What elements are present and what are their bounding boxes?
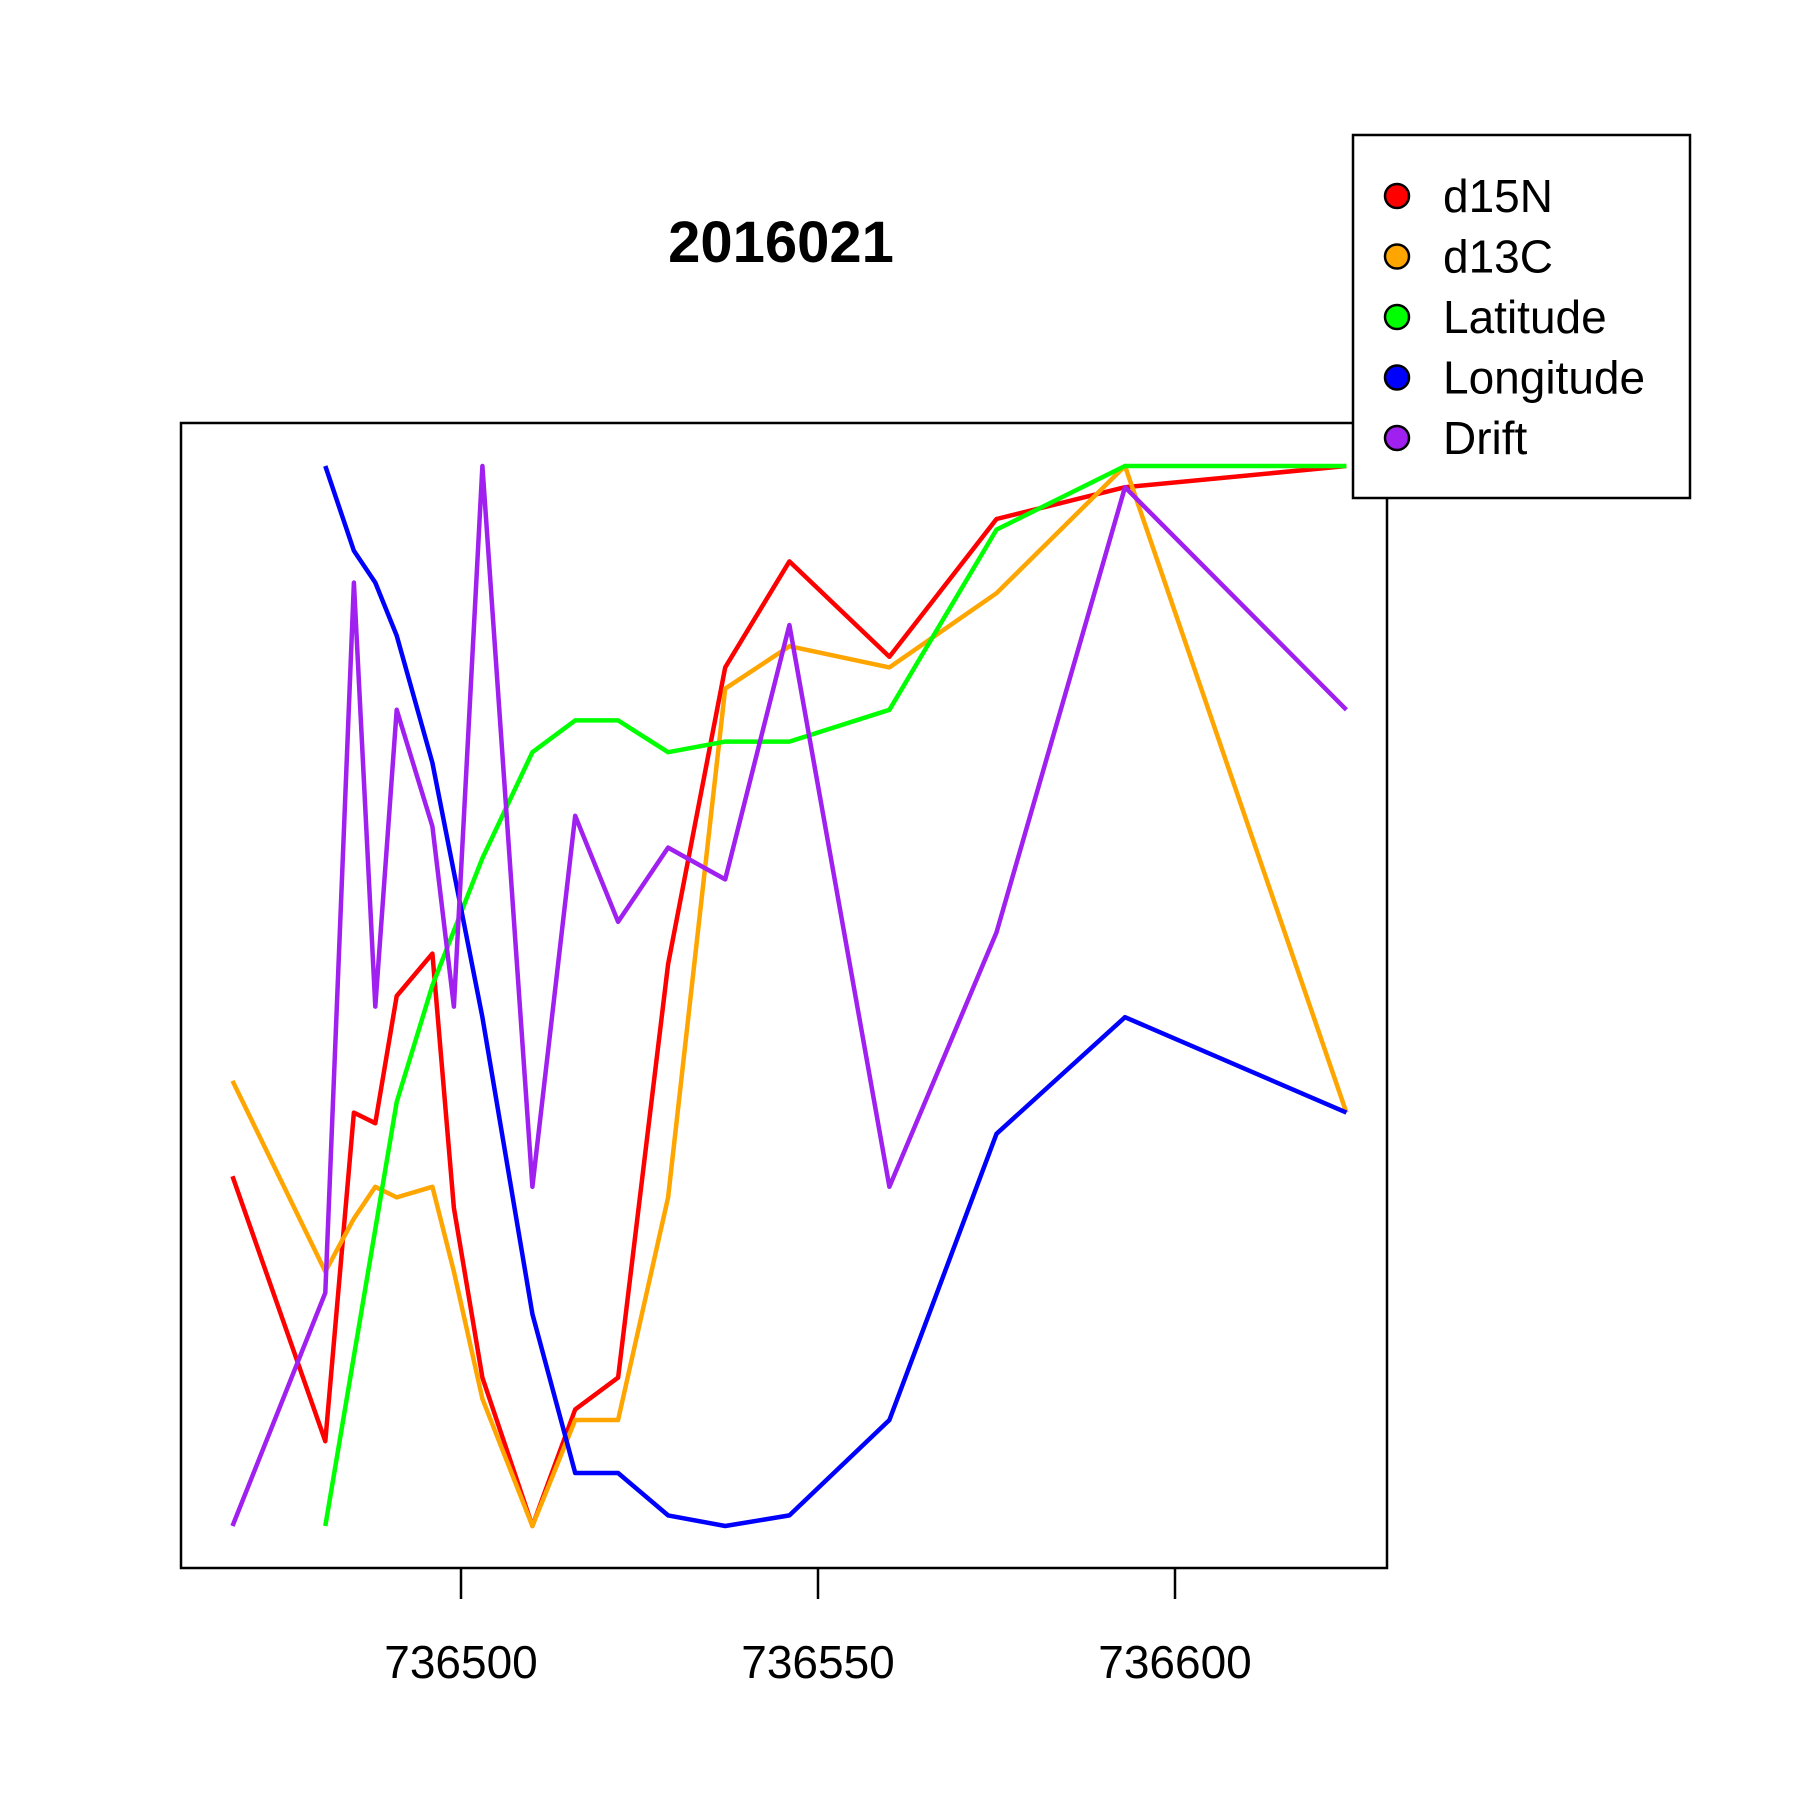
x-tick-label: 736600 (1098, 1636, 1252, 1688)
legend-marker (1383, 364, 1411, 391)
legend-marker (1383, 243, 1411, 270)
x-tick-label: 736550 (741, 1636, 895, 1688)
series-line-d13c (230, 463, 1349, 1529)
legend-item-longitude: Longitude (1383, 352, 1645, 404)
legend-item-d13c: d13C (1383, 231, 1553, 283)
legend-item-latitude: Latitude (1383, 291, 1607, 343)
legend-label: Longitude (1443, 352, 1645, 404)
legend-marker (1383, 424, 1411, 452)
legend-marker (1383, 303, 1411, 331)
legend-label: Drift (1443, 412, 1528, 464)
chart-title: 2016021 (668, 210, 894, 275)
legend-item-d15n: d15N (1383, 170, 1553, 222)
series-line-drift (230, 463, 1348, 1527)
series-line-longitude (323, 465, 1348, 1529)
plot-frame (179, 421, 1389, 1570)
series-layer (230, 463, 1349, 1529)
legend-item-drift: Drift (1383, 412, 1528, 464)
legend-label: Latitude (1443, 291, 1607, 343)
legend-label: d15N (1443, 170, 1553, 222)
legend-marker (1383, 182, 1411, 210)
legend-label: d13C (1443, 231, 1553, 283)
legend: d15N d13C Latitude Longitude Drift (1351, 133, 1692, 500)
x-tick-label: 736500 (384, 1636, 538, 1688)
x-axis: 736500 736550 736600 (384, 1568, 1252, 1688)
series-line-latitude (323, 463, 1347, 1527)
